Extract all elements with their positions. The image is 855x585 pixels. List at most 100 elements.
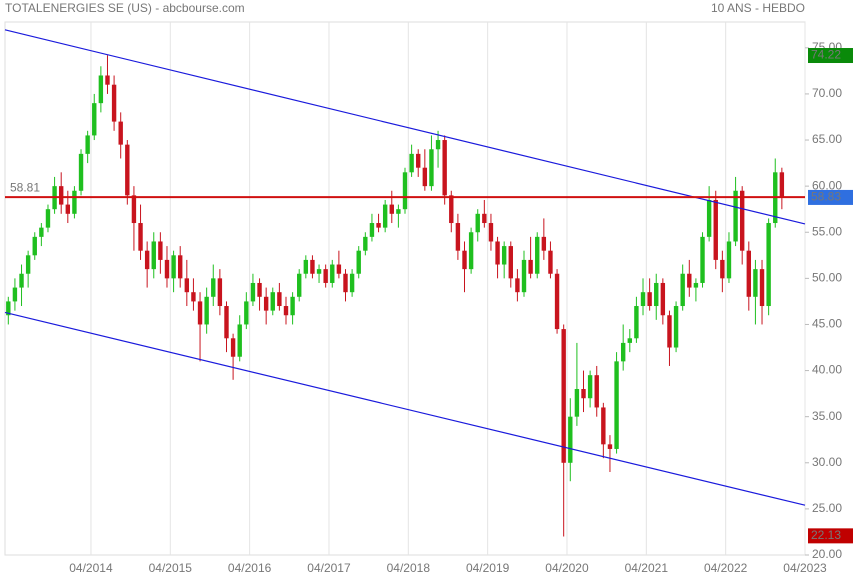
candle-body (349, 273, 355, 293)
candle-body (138, 223, 143, 251)
candle-body (244, 301, 249, 325)
candle-body (521, 259, 527, 293)
candle-body (178, 255, 183, 279)
candle-body (779, 172, 785, 197)
x-tick-label: 04/2014 (69, 561, 113, 575)
candle-body (402, 172, 408, 210)
y-tick-label: 55.00 (812, 224, 842, 238)
candle-body (230, 338, 236, 357)
y-tick-label: 30.00 (812, 455, 842, 469)
candle-body (78, 153, 84, 191)
candle-body (508, 246, 513, 279)
chart-title: TOTALENERGIES SE (US) - abcbourse.com (5, 1, 245, 15)
candle-body (713, 199, 718, 260)
candle-body (693, 282, 699, 288)
candle-body (92, 103, 97, 136)
candle-body (369, 223, 375, 237)
candle-body (482, 213, 487, 224)
candle-body (237, 324, 242, 357)
candle-body (263, 296, 269, 311)
candle-body (660, 282, 666, 316)
candle-body (32, 236, 37, 256)
candle-body (323, 269, 328, 283)
candle-body (204, 296, 209, 325)
candle-body (581, 389, 586, 399)
trend-line (4, 29, 806, 225)
x-tick-label: 04/2020 (545, 561, 589, 575)
candle-body (6, 301, 11, 316)
candle-body (356, 250, 361, 274)
candle-body (647, 292, 652, 307)
candle-body (376, 223, 381, 228)
candle-body (65, 204, 71, 214)
candle-body (277, 292, 282, 307)
candle-body (217, 278, 223, 307)
candle-body (528, 259, 533, 274)
candle-body (449, 195, 454, 224)
candle-body (627, 338, 632, 343)
candle-body (58, 186, 64, 205)
candle-body (422, 167, 428, 187)
candle-body (501, 246, 507, 265)
candle-body (197, 301, 203, 325)
candle-body (270, 292, 275, 311)
candle-body (468, 232, 474, 270)
candle-body (614, 361, 619, 449)
x-tick-label: 04/2022 (704, 561, 748, 575)
candle-body (283, 306, 289, 316)
x-tick-label: 04/2015 (149, 561, 193, 575)
candle-body (753, 269, 758, 297)
candle-body (495, 241, 500, 265)
candle-body (680, 273, 685, 307)
candle-body (561, 329, 566, 463)
candle-body (554, 273, 560, 330)
candle-body (105, 75, 110, 85)
candle-body (310, 259, 315, 274)
candle-body (700, 236, 705, 283)
candle-body (429, 149, 434, 187)
candle-body (673, 306, 679, 348)
candle-body (290, 296, 295, 316)
candle-body (224, 306, 229, 339)
candle-body (548, 250, 553, 274)
candle-body (568, 416, 573, 463)
candle-body (435, 140, 441, 150)
candle-body (620, 342, 626, 362)
candle-body (462, 250, 467, 270)
candle-body (488, 223, 494, 242)
candle-body (720, 259, 725, 279)
candle-body (98, 75, 104, 104)
candle-body (118, 121, 123, 145)
y-tick-label: 40.00 (812, 363, 842, 377)
candle-body (515, 278, 520, 293)
candle-body (574, 389, 580, 417)
y-tick-label: 20.00 (812, 547, 842, 561)
price-tag-label: 58.83 (811, 190, 841, 204)
candle-body (211, 278, 216, 297)
candle-body (111, 84, 117, 122)
x-tick-label: 04/2016 (228, 561, 272, 575)
candle-body (389, 204, 394, 214)
x-tick-label: 04/2019 (466, 561, 510, 575)
candle-body (759, 269, 765, 307)
price-tag (808, 528, 853, 544)
candle-body (607, 444, 613, 449)
y-tick-label: 25.00 (812, 501, 842, 515)
candle-body (739, 190, 745, 251)
candle-body (726, 241, 732, 279)
candle-body (12, 287, 18, 302)
candle-body (535, 236, 540, 274)
y-tick-label: 70.00 (812, 86, 842, 100)
price-tag-label: 22.13 (811, 528, 841, 542)
candle-body (442, 140, 447, 196)
y-tick-label: 45.00 (812, 317, 842, 331)
candle-body (746, 250, 752, 297)
candle-body (640, 292, 646, 307)
candle-body (85, 135, 90, 154)
price-tag-label: 74.22 (811, 48, 841, 62)
candle-body (330, 264, 335, 283)
horizontal-line-label: 58.81 (10, 180, 40, 194)
plot-area (4, 21, 806, 556)
price-tag (808, 48, 853, 64)
x-tick-label: 04/2018 (387, 561, 431, 575)
